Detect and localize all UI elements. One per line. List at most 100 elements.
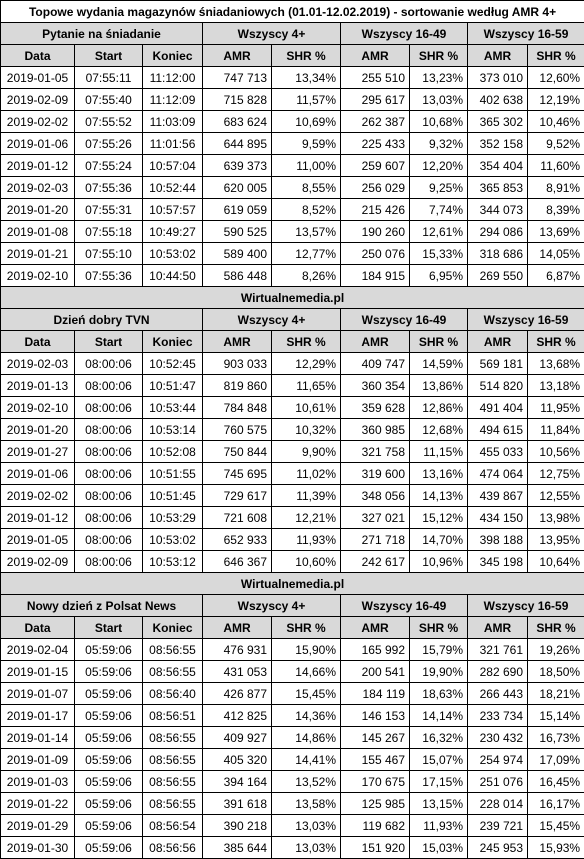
table-cell: 2019-01-07 xyxy=(1,683,75,705)
table-cell: 7,74% xyxy=(410,199,468,221)
table-cell: 2019-02-02 xyxy=(1,111,75,133)
table-cell: 19,90% xyxy=(410,661,468,683)
table-cell: 10:52:08 xyxy=(143,441,203,463)
section-title: Pytanie na śniadanie xyxy=(1,23,203,45)
table-cell: 05:59:06 xyxy=(75,639,143,661)
column-header: Start xyxy=(75,45,143,67)
table-cell: 16,17% xyxy=(528,793,584,815)
table-cell: 08:00:06 xyxy=(75,397,143,419)
table-cell: 2019-01-29 xyxy=(1,815,75,837)
column-header: AMR xyxy=(468,45,528,67)
table-cell: 18,50% xyxy=(528,661,584,683)
column-header: Data xyxy=(1,331,75,353)
table-cell: 07:55:52 xyxy=(75,111,143,133)
table-cell: 05:59:06 xyxy=(75,793,143,815)
table-cell: 190 260 xyxy=(341,221,410,243)
table-cell: 08:56:55 xyxy=(143,771,203,793)
table-cell: 12,20% xyxy=(410,155,468,177)
table-cell: 10:53:44 xyxy=(143,397,203,419)
table-cell: 245 953 xyxy=(468,837,528,859)
table-cell: 10:53:02 xyxy=(143,243,203,265)
table-cell: 07:55:10 xyxy=(75,243,143,265)
table-cell: 11,60% xyxy=(528,155,584,177)
title-row: Topowe wydania magazynów śniadaniowych (… xyxy=(1,1,584,23)
column-header: SHR % xyxy=(272,331,341,353)
table-cell: 14,36% xyxy=(272,705,341,727)
table-cell: 412 825 xyxy=(203,705,272,727)
column-header: SHR % xyxy=(272,617,341,639)
table-cell: 10:53:12 xyxy=(143,551,203,573)
table-cell: 491 404 xyxy=(468,397,528,419)
table-cell: 12,68% xyxy=(410,419,468,441)
table-cell: 215 426 xyxy=(341,199,410,221)
table-cell: 14,41% xyxy=(272,749,341,771)
table-cell: 9,52% xyxy=(528,133,584,155)
table-cell: 08:00:06 xyxy=(75,507,143,529)
table-cell: 12,75% xyxy=(528,463,584,485)
table-cell: 05:59:06 xyxy=(75,705,143,727)
table-cell: 07:55:18 xyxy=(75,221,143,243)
table-cell: 14,05% xyxy=(528,243,584,265)
table-cell: 10:52:44 xyxy=(143,177,203,199)
group-header: Wszyscy 4+ xyxy=(203,23,341,45)
table-cell: 13,86% xyxy=(410,375,468,397)
column-header: AMR xyxy=(203,45,272,67)
table-cell: 745 695 xyxy=(203,463,272,485)
table-cell: 2019-01-15 xyxy=(1,661,75,683)
table-cell: 11,00% xyxy=(272,155,341,177)
table-cell: 2019-01-13 xyxy=(1,375,75,397)
column-header: AMR xyxy=(341,617,410,639)
table-cell: 760 575 xyxy=(203,419,272,441)
table-title: Topowe wydania magazynów śniadaniowych (… xyxy=(1,1,584,23)
table-cell: 200 541 xyxy=(341,661,410,683)
table-cell: 10:53:29 xyxy=(143,507,203,529)
table-cell: 13,03% xyxy=(272,837,341,859)
table-cell: 14,86% xyxy=(272,727,341,749)
table-cell: 8,91% xyxy=(528,177,584,199)
table-cell: 15,90% xyxy=(272,639,341,661)
table-cell: 14,59% xyxy=(410,353,468,375)
table-cell: 145 267 xyxy=(341,727,410,749)
column-header: AMR xyxy=(468,331,528,353)
column-header: Data xyxy=(1,617,75,639)
table-cell: 2019-01-30 xyxy=(1,837,75,859)
table-cell: 620 005 xyxy=(203,177,272,199)
table-cell: 12,77% xyxy=(272,243,341,265)
table-cell: 255 510 xyxy=(341,67,410,89)
table-cell: 14,70% xyxy=(410,529,468,551)
table-cell: 12,61% xyxy=(410,221,468,243)
table-cell: 11,93% xyxy=(410,815,468,837)
table-cell: 431 053 xyxy=(203,661,272,683)
table-cell: 170 675 xyxy=(341,771,410,793)
table-cell: 390 218 xyxy=(203,815,272,837)
table-cell: 13,98% xyxy=(528,507,584,529)
table-cell: 230 432 xyxy=(468,727,528,749)
table-cell: 07:55:11 xyxy=(75,67,143,89)
table-cell: 721 608 xyxy=(203,507,272,529)
table-cell: 10,96% xyxy=(410,551,468,573)
table-cell: 15,33% xyxy=(410,243,468,265)
table-cell: 05:59:06 xyxy=(75,749,143,771)
table-cell: 14,66% xyxy=(272,661,341,683)
table-cell: 683 624 xyxy=(203,111,272,133)
table-cell: 11,02% xyxy=(272,463,341,485)
table-cell: 13,95% xyxy=(528,529,584,551)
table-cell: 294 086 xyxy=(468,221,528,243)
table-cell: 18,63% xyxy=(410,683,468,705)
group-header: Wszyscy 4+ xyxy=(203,595,341,617)
table-cell: 345 198 xyxy=(468,551,528,573)
table-cell: 13,23% xyxy=(410,67,468,89)
group-header: Wszyscy 16-49 xyxy=(341,309,468,331)
table-cell: 05:59:06 xyxy=(75,683,143,705)
table-cell: 365 853 xyxy=(468,177,528,199)
table-cell: 07:55:26 xyxy=(75,133,143,155)
table-cell: 8,26% xyxy=(272,265,341,287)
